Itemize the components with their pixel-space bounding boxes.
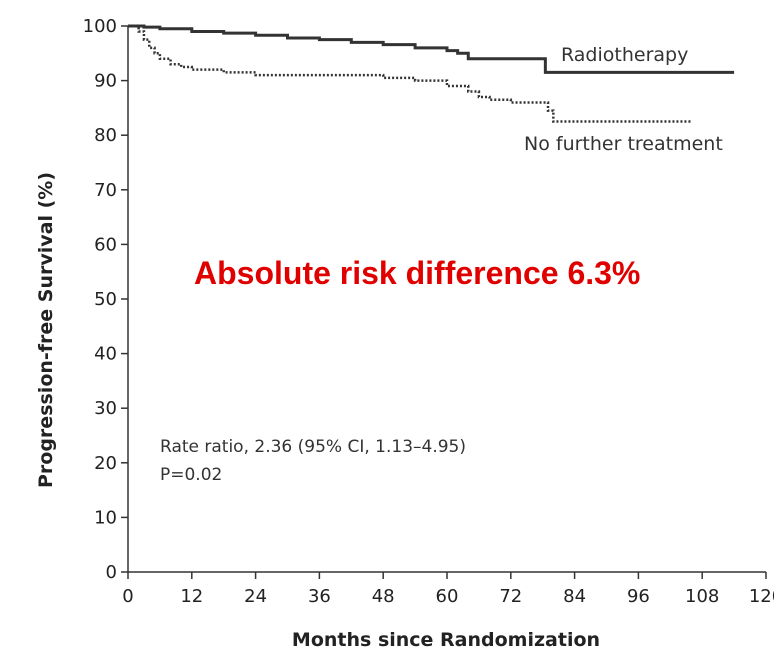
x-tick-label: 108 xyxy=(685,586,719,607)
x-tick-label: 36 xyxy=(308,586,331,607)
series-label-no-further-treatment: No further treatment xyxy=(524,133,723,155)
y-tick-label: 40 xyxy=(94,344,117,365)
y-axis-title: Progression-free Survival (%) xyxy=(35,172,57,488)
y-tick-label: 30 xyxy=(94,398,117,419)
x-tick-label: 84 xyxy=(563,586,586,607)
y-tick-label: 0 xyxy=(106,562,117,583)
x-tick-label: 72 xyxy=(499,586,522,607)
y-tick-label: 60 xyxy=(94,234,117,255)
y-tick-label: 20 xyxy=(94,453,117,474)
x-axis-ticks: 0 12 24 36 48 60 72 84 96 108 120 xyxy=(122,572,774,607)
series-label-radiotherapy: Radiotherapy xyxy=(561,44,688,66)
series-line-radiotherapy xyxy=(128,24,735,74)
y-tick-label: 90 xyxy=(94,71,117,92)
p-value-annotation: P=0.02 xyxy=(160,465,222,485)
y-tick-label: 70 xyxy=(94,180,117,201)
y-tick-label: 10 xyxy=(94,507,117,528)
x-tick-label: 24 xyxy=(244,586,267,607)
x-tick-label: 60 xyxy=(436,586,459,607)
plot-area: 0 10 20 30 40 50 60 70 80 90 100 0 12 24 36 48 60 72 84 96… xyxy=(83,16,774,607)
y-tick-label: 80 xyxy=(94,125,117,146)
y-tick-label: 50 xyxy=(94,289,117,310)
x-tick-label: 0 xyxy=(122,586,133,607)
x-tick-label: 48 xyxy=(372,586,395,607)
y-axis-ticks: 0 10 20 30 40 50 60 70 80 90 100 xyxy=(83,16,128,583)
risk-difference-annotation: Absolute risk difference 6.3% xyxy=(194,255,640,291)
x-tick-label: 96 xyxy=(627,586,650,607)
rate-ratio-annotation: Rate ratio, 2.36 (95% CI, 1.13–4.95) xyxy=(160,437,466,457)
x-tick-label: 12 xyxy=(180,586,203,607)
series-group xyxy=(128,24,735,123)
x-tick-label: 120 xyxy=(749,586,774,607)
series-line-no-further-treatment xyxy=(128,24,692,123)
x-axis-title: Months since Randomization xyxy=(292,629,600,651)
y-tick-label: 100 xyxy=(83,16,117,37)
